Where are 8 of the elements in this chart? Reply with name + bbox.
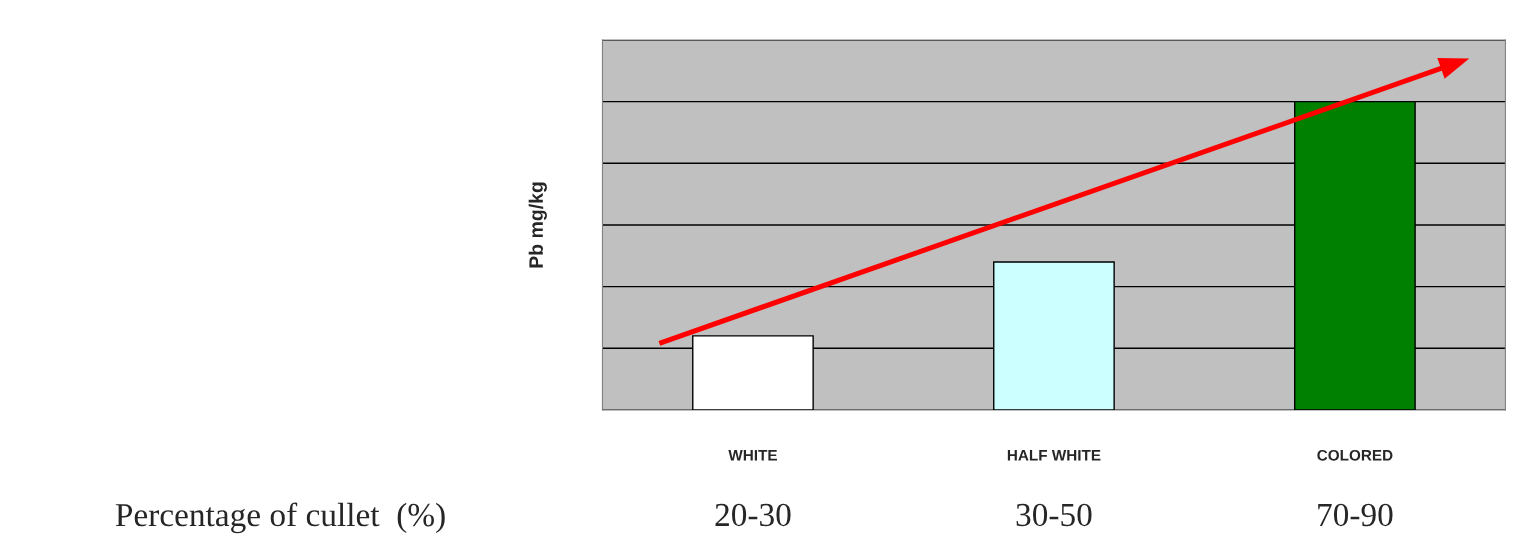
x-tick-label: COLORED: [1317, 449, 1393, 461]
x-tick-label: WHITE: [728, 450, 777, 461]
y-axis-title: Pb mg/kg: [528, 182, 547, 268]
text: 70-90: [1318, 503, 1393, 527]
text: 20-30: [715, 503, 791, 527]
text: 30-50: [1016, 503, 1092, 527]
x-tick-label: HALF WHITE: [1007, 450, 1101, 461]
x-axis-title: Percentage of cullet (%): [115, 502, 445, 534]
